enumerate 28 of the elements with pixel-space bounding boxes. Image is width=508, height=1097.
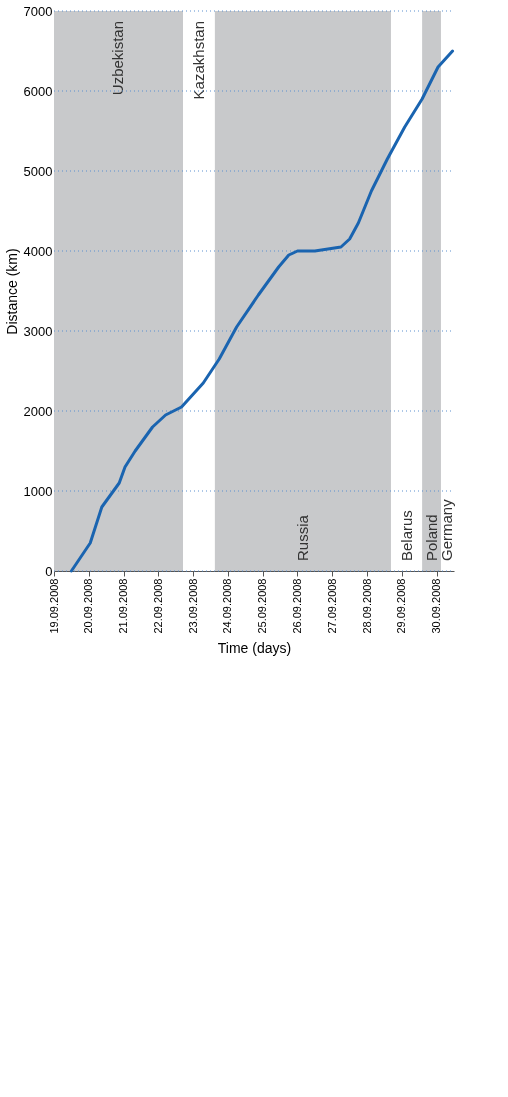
y-tick-label: 2000 <box>23 403 53 419</box>
x-tick-label: 29.09.2008 <box>395 578 408 634</box>
x-tick-label: 20.09.2008 <box>82 578 95 634</box>
annotation: Kazakhstan <box>189 21 207 100</box>
y-tick-label: 6000 <box>23 83 53 99</box>
x-tick-label: 22.09.2008 <box>151 578 164 634</box>
x-tick-label: 24.09.2008 <box>221 578 234 634</box>
x-tick-label: 27.09.2008 <box>325 578 338 634</box>
x-tick-label: 21.09.2008 <box>117 578 130 634</box>
y-tick-label: 0 <box>45 563 53 579</box>
x-tick-label: 26.09.2008 <box>290 578 303 634</box>
band-label: Poland <box>422 514 440 561</box>
y-tick-label: 7000 <box>23 3 53 19</box>
y-tick-label: 4000 <box>23 243 53 259</box>
x-tick-label: 23.09.2008 <box>186 578 199 634</box>
annotation: Belarus <box>397 510 415 561</box>
x-tick-label: 25.09.2008 <box>256 578 269 634</box>
x-axis-title: Time (days) <box>217 639 292 656</box>
y-tick-label: 1000 <box>23 483 53 499</box>
band-label: Russia <box>293 514 311 561</box>
x-tick-label: 30.09.2008 <box>430 578 443 634</box>
y-tick-label: 5000 <box>23 163 53 179</box>
y-axis-title: Distance (km) <box>3 248 20 335</box>
band-label: Uzbekistan <box>109 21 127 96</box>
annotation: Germany <box>438 498 456 561</box>
x-tick-label: 19.09.2008 <box>47 578 60 634</box>
x-tick-label: 28.09.2008 <box>360 578 373 634</box>
y-tick-label: 3000 <box>23 323 53 339</box>
